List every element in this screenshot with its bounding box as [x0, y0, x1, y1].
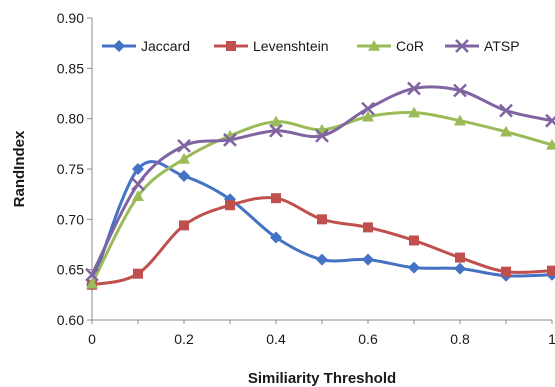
legend-item-levenshtein: Levenshtein [214, 38, 329, 54]
data-point-marker [271, 193, 281, 204]
data-point-marker [408, 261, 420, 274]
data-point-marker [113, 40, 125, 52]
data-point-marker [317, 214, 327, 225]
legend-label: ATSP [484, 38, 520, 54]
legend-item-jaccard: Jaccard [102, 38, 190, 54]
data-point-marker [316, 253, 328, 266]
x-tick-label: 0.4 [266, 331, 286, 347]
data-point-marker [455, 39, 469, 53]
data-point-marker [499, 103, 513, 118]
series-line [90, 160, 553, 286]
series-levenshtein [87, 193, 555, 290]
data-point-marker [453, 83, 467, 98]
x-tick-label: 0.6 [358, 331, 378, 347]
series-group [85, 81, 555, 291]
data-point-marker [362, 110, 374, 122]
data-point-marker [133, 268, 143, 279]
data-point-marker [85, 267, 99, 282]
legend-label: Jaccard [141, 38, 190, 54]
series-atsp [85, 81, 555, 282]
data-point-marker [407, 81, 421, 96]
data-point-marker [177, 138, 191, 153]
y-tick-label: 0.65 [57, 262, 84, 278]
legend-label: CoR [396, 38, 424, 54]
data-point-marker [455, 252, 465, 263]
data-point-marker [500, 125, 512, 137]
y-tick-label: 0.85 [57, 60, 84, 76]
data-point-marker [361, 101, 375, 116]
data-point-marker [270, 115, 282, 127]
plot-area [91, 18, 552, 321]
data-point-marker [315, 128, 329, 143]
y-tick-label: 0.70 [57, 211, 84, 227]
legend-item-atsp: ATSP [445, 38, 520, 54]
legend-item-cor: CoR [357, 38, 424, 54]
x-axis: 0 0.2 0.4 0.6 0.8 1 [88, 320, 555, 347]
y-axis-title: RandIndex [11, 130, 28, 207]
data-point-marker [132, 190, 144, 201]
series-jaccard [86, 160, 555, 291]
data-point-marker [178, 170, 190, 183]
data-point-marker [408, 106, 420, 118]
series-cor [86, 106, 555, 289]
x-tick-label: 0.2 [174, 331, 194, 347]
y-axis: 0.60 0.65 0.70 0.75 0.80 0.85 0.90 [57, 10, 92, 328]
y-tick-label: 0.80 [57, 111, 84, 127]
data-point-marker [363, 222, 373, 233]
data-point-marker [269, 123, 283, 138]
x-tick-label: 1 [548, 331, 555, 347]
y-tick-label: 0.90 [57, 10, 84, 26]
y-tick-label: 0.75 [57, 161, 84, 177]
data-point-marker [226, 41, 236, 51]
data-point-marker [409, 235, 419, 246]
x-axis-title: Similiarity Threshold [248, 370, 396, 387]
data-point-marker [547, 265, 555, 276]
data-point-marker [368, 40, 380, 51]
legend-label: Levenshtein [253, 38, 329, 54]
data-point-marker [223, 132, 237, 147]
data-point-marker [362, 253, 374, 266]
data-point-marker [225, 200, 235, 211]
data-point-marker [131, 177, 145, 191]
data-point-marker [454, 262, 466, 275]
series-line [90, 85, 553, 276]
y-tick-label: 0.60 [57, 312, 84, 328]
legend: Jaccard Levenshtein CoR ATSP [102, 38, 520, 54]
x-tick-label: 0.8 [450, 331, 470, 347]
data-point-marker [546, 138, 555, 150]
x-tick-label: 0 [88, 331, 96, 347]
data-point-marker [178, 152, 190, 164]
data-point-marker [545, 113, 555, 128]
data-point-marker [454, 114, 466, 126]
data-point-marker [86, 277, 98, 289]
data-point-marker [132, 163, 144, 175]
data-point-marker [501, 266, 511, 277]
data-point-marker [179, 220, 189, 231]
data-point-marker [270, 231, 282, 244]
